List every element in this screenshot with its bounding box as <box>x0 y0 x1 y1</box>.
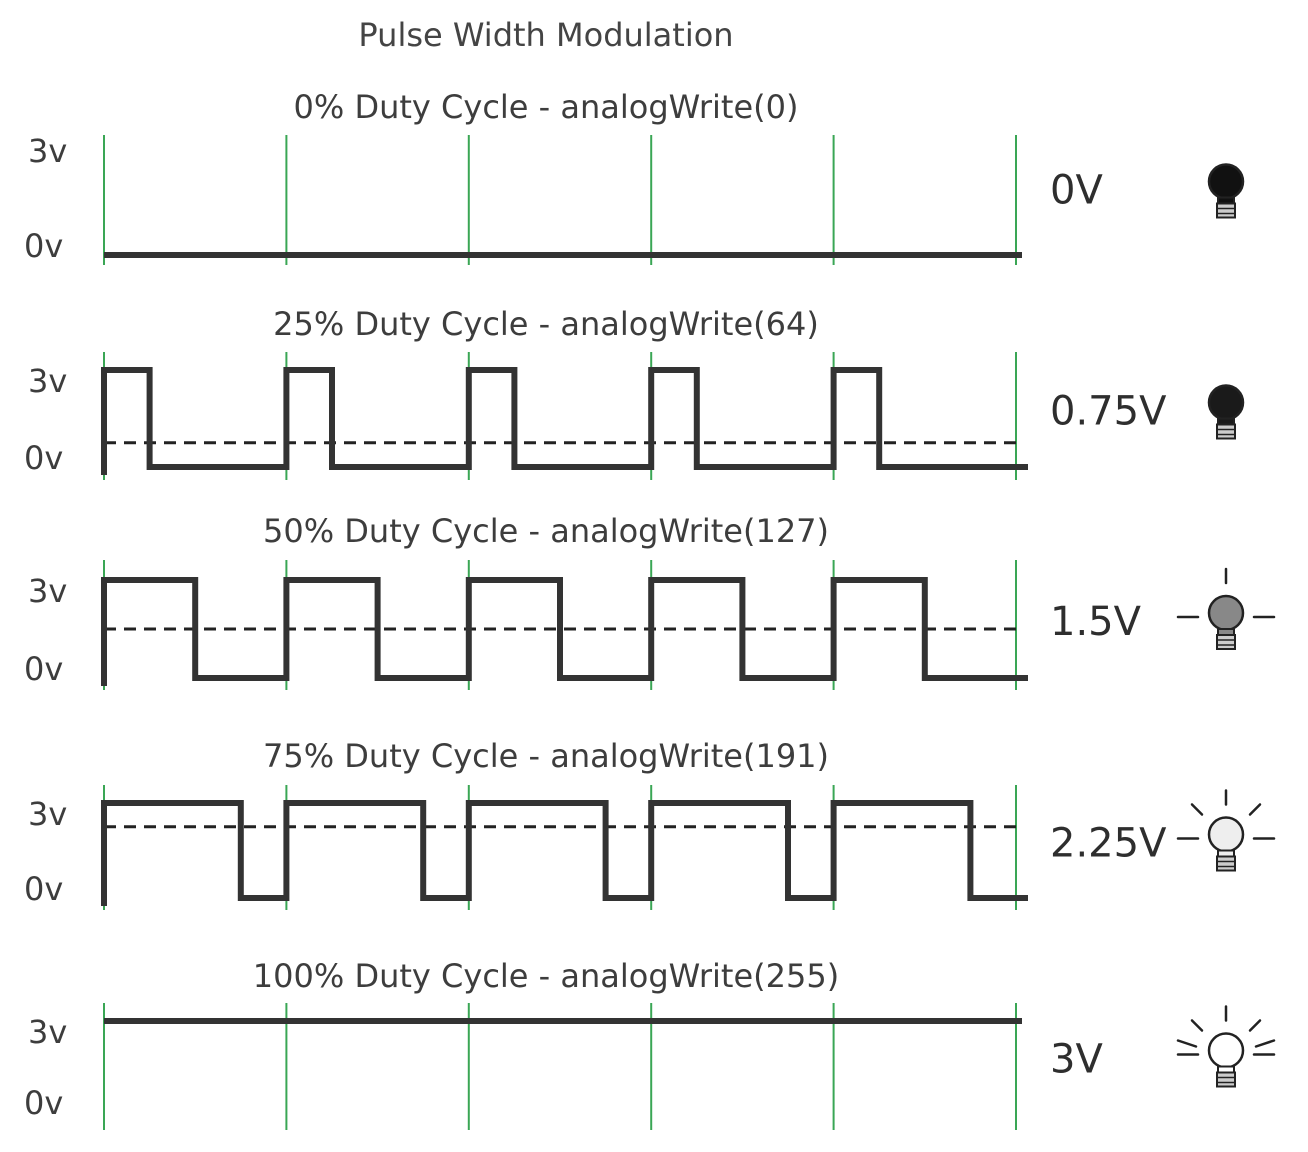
axis-label-high: 3v <box>28 1013 67 1051</box>
average-voltage-label: 1.5V <box>1050 599 1142 645</box>
bulb-full-icon <box>1176 1005 1276 1088</box>
pwm-panel: 25% Duty Cycle - analogWrite(64) 3v 0v 0.75… <box>24 305 1245 480</box>
pwm-panel: 50% Duty Cycle - analogWrite(127) 3v 0v 1.5… <box>24 512 1276 690</box>
axis-label-high: 3v <box>28 132 67 170</box>
bulb-glass <box>1207 384 1245 421</box>
pwm-waveform <box>101 577 1028 686</box>
average-voltage-label: 2.25V <box>1050 821 1167 867</box>
axis-label-low: 0v <box>24 1084 63 1122</box>
bulb-base <box>1216 855 1236 872</box>
panel-label: 75% Duty Cycle - analogWrite(191) <box>263 737 829 775</box>
pwm-panel: 100% Duty Cycle - analogWrite(255) 3v 0v 3V <box>24 957 1276 1130</box>
bulb-glass <box>1207 1032 1245 1069</box>
bulb-glass <box>1207 594 1245 632</box>
pwm-waveform <box>101 367 1028 475</box>
bulb-base <box>1216 634 1236 650</box>
axis-label-low: 0v <box>24 650 63 688</box>
pwm-panel: 0% Duty Cycle - analogWrite(0) 3v 0v 0V <box>24 88 1245 265</box>
bulb-base <box>1216 202 1236 219</box>
axis-label-high: 3v <box>28 572 67 610</box>
axis-label-low: 0v <box>24 439 63 477</box>
bulb-bright-icon <box>1176 789 1276 872</box>
bulb-glass <box>1207 163 1245 200</box>
light-ray <box>1190 803 1204 816</box>
light-ray <box>1248 1019 1262 1032</box>
axis-label-low: 0v <box>24 227 63 265</box>
bulb-off-icon <box>1207 163 1245 219</box>
average-voltage-label: 0V <box>1050 168 1103 214</box>
light-ray <box>1176 1039 1198 1048</box>
axis-label-low: 0v <box>24 870 63 908</box>
panel-label: 50% Duty Cycle - analogWrite(127) <box>263 512 829 550</box>
average-voltage-label: 0.75V <box>1050 389 1167 435</box>
light-ray <box>1190 1019 1204 1032</box>
diagram-title: Pulse Width Modulation <box>358 16 733 54</box>
panel-label: 100% Duty Cycle - analogWrite(255) <box>253 957 839 995</box>
bulb-base <box>1216 423 1236 440</box>
pwm-waveform <box>101 800 1028 906</box>
pwm-panel: 75% Duty Cycle - analogWrite(191) 3v 0v 2.2… <box>24 737 1276 910</box>
axis-label-high: 3v <box>28 362 67 400</box>
bulb-dim-icon <box>1176 567 1276 650</box>
light-ray <box>1254 1039 1276 1048</box>
bulb-glass <box>1207 816 1245 853</box>
average-voltage-label: 3V <box>1050 1037 1103 1083</box>
axis-label-high: 3v <box>28 795 67 833</box>
panels: 0% Duty Cycle - analogWrite(0) 3v 0v 0V 25% … <box>24 88 1276 1130</box>
bulb-base <box>1216 1071 1236 1088</box>
panel-label: 0% Duty Cycle - analogWrite(0) <box>294 88 799 126</box>
light-ray <box>1248 803 1262 816</box>
bulb-dark-icon <box>1207 384 1245 440</box>
panel-label: 25% Duty Cycle - analogWrite(64) <box>273 305 819 343</box>
